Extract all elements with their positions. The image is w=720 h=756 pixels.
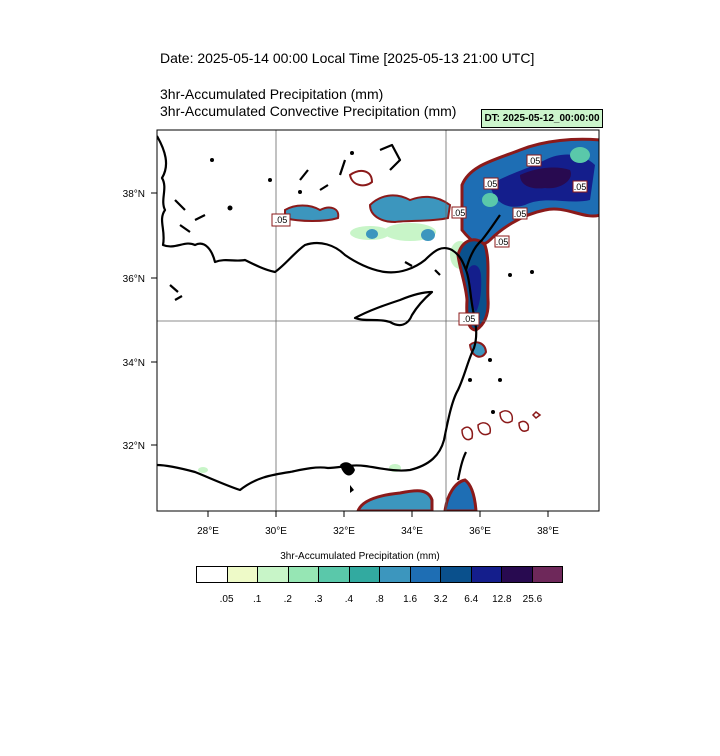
colorbar-tick-label: 12.8 <box>492 594 512 605</box>
svg-text:.05: .05 <box>574 182 587 192</box>
colorbar-swatch <box>258 567 289 582</box>
lon-label: 28°E <box>197 526 219 537</box>
north-precip-band <box>284 169 452 224</box>
lat-label: 34°N <box>123 358 145 369</box>
contour-label: .05 <box>458 312 480 326</box>
colorbar-swatch <box>197 567 228 582</box>
lat-label: 32°N <box>123 441 145 452</box>
lat-label: 36°N <box>123 274 145 285</box>
colorbar-swatch <box>410 567 441 582</box>
levant-precip-band <box>456 238 490 358</box>
colorbar-tick-label: 6.4 <box>464 594 479 605</box>
southern-precip <box>356 410 542 511</box>
colorbar-swatch <box>319 567 350 582</box>
colorbar-swatch <box>441 567 472 582</box>
colorbar-title: 3hr-Accumulated Precipitation (mm) <box>280 551 440 562</box>
svg-text:.05: .05 <box>496 237 509 247</box>
contour-label: .05 <box>526 154 542 167</box>
convective-precip-title: 3hr-Accumulated Convective Precipitation… <box>160 103 457 119</box>
lat-axis-labels: 38°N 36°N 34°N 32°N <box>123 189 145 452</box>
lon-label: 34°E <box>401 526 423 537</box>
contour-label: .05 <box>451 206 467 219</box>
contour-labels: .05 .05 .05 .05 .05 .05 <box>271 154 588 326</box>
contour-label: .05 <box>572 180 588 193</box>
contour-label: .05 <box>512 207 528 220</box>
map-frame <box>156 129 600 512</box>
colorbar-tick-label: 1.6 <box>403 594 418 605</box>
lon-axis-labels: 28°E 30°E 32°E 34°E 36°E 38°E <box>197 526 559 537</box>
colorbar-tick-label: .05 <box>219 594 234 605</box>
colorbar-tick-label: .4 <box>344 594 354 605</box>
svg-text:.05: .05 <box>528 156 541 166</box>
colorbar-swatch <box>288 567 319 582</box>
colorbar-swatch <box>349 567 380 582</box>
colorbar-swatch <box>227 567 258 582</box>
colorbar-tick-label: .2 <box>283 594 292 605</box>
colorbar-tick-label: .3 <box>314 594 323 605</box>
svg-text:.05: .05 <box>453 208 466 218</box>
lon-label: 32°E <box>333 526 355 537</box>
colorbar <box>196 566 563 583</box>
precip-title: 3hr-Accumulated Precipitation (mm) <box>160 86 384 102</box>
contour-label: .05 <box>494 235 510 248</box>
svg-text:.05: .05 <box>514 209 527 219</box>
colorbar-swatch <box>471 567 502 582</box>
date-title: Date: 2025-05-14 00:00 Local Time [2025-… <box>160 50 535 66</box>
lon-label: 36°E <box>469 526 491 537</box>
coastlines <box>157 135 501 492</box>
colorbar-tick-label: .8 <box>375 594 384 605</box>
svg-text:.05: .05 <box>463 314 476 324</box>
islands <box>210 151 534 493</box>
colorbar-swatch <box>532 567 562 582</box>
colorbar-tick-label: 3.2 <box>433 594 448 605</box>
lat-label: 38°N <box>123 189 145 200</box>
contour-label: .05 <box>271 213 291 227</box>
colorbar-swatch <box>380 567 411 582</box>
lon-label: 30°E <box>265 526 287 537</box>
svg-text:.05: .05 <box>275 215 288 225</box>
map-content: .05 .05 .05 .05 .05 .05 <box>157 130 599 511</box>
northeast-heavy-precip <box>460 137 599 246</box>
colorbar-swatch <box>502 567 533 582</box>
dt-badge: DT: 2025-05-12_00:00:00 <box>481 109 603 128</box>
lon-label: 38°E <box>537 526 559 537</box>
axis-ticks <box>151 192 549 517</box>
svg-text:.05: .05 <box>485 179 498 189</box>
colorbar-tick-label: .1 <box>252 594 262 605</box>
contour-label: .05 <box>483 177 499 190</box>
colorbar-labels: .05 .1 .2 .3 .4 .8 1.6 3.2 6.4 12.8 25.6 <box>0 594 720 608</box>
colorbar-tick-label: 25.6 <box>522 594 543 605</box>
